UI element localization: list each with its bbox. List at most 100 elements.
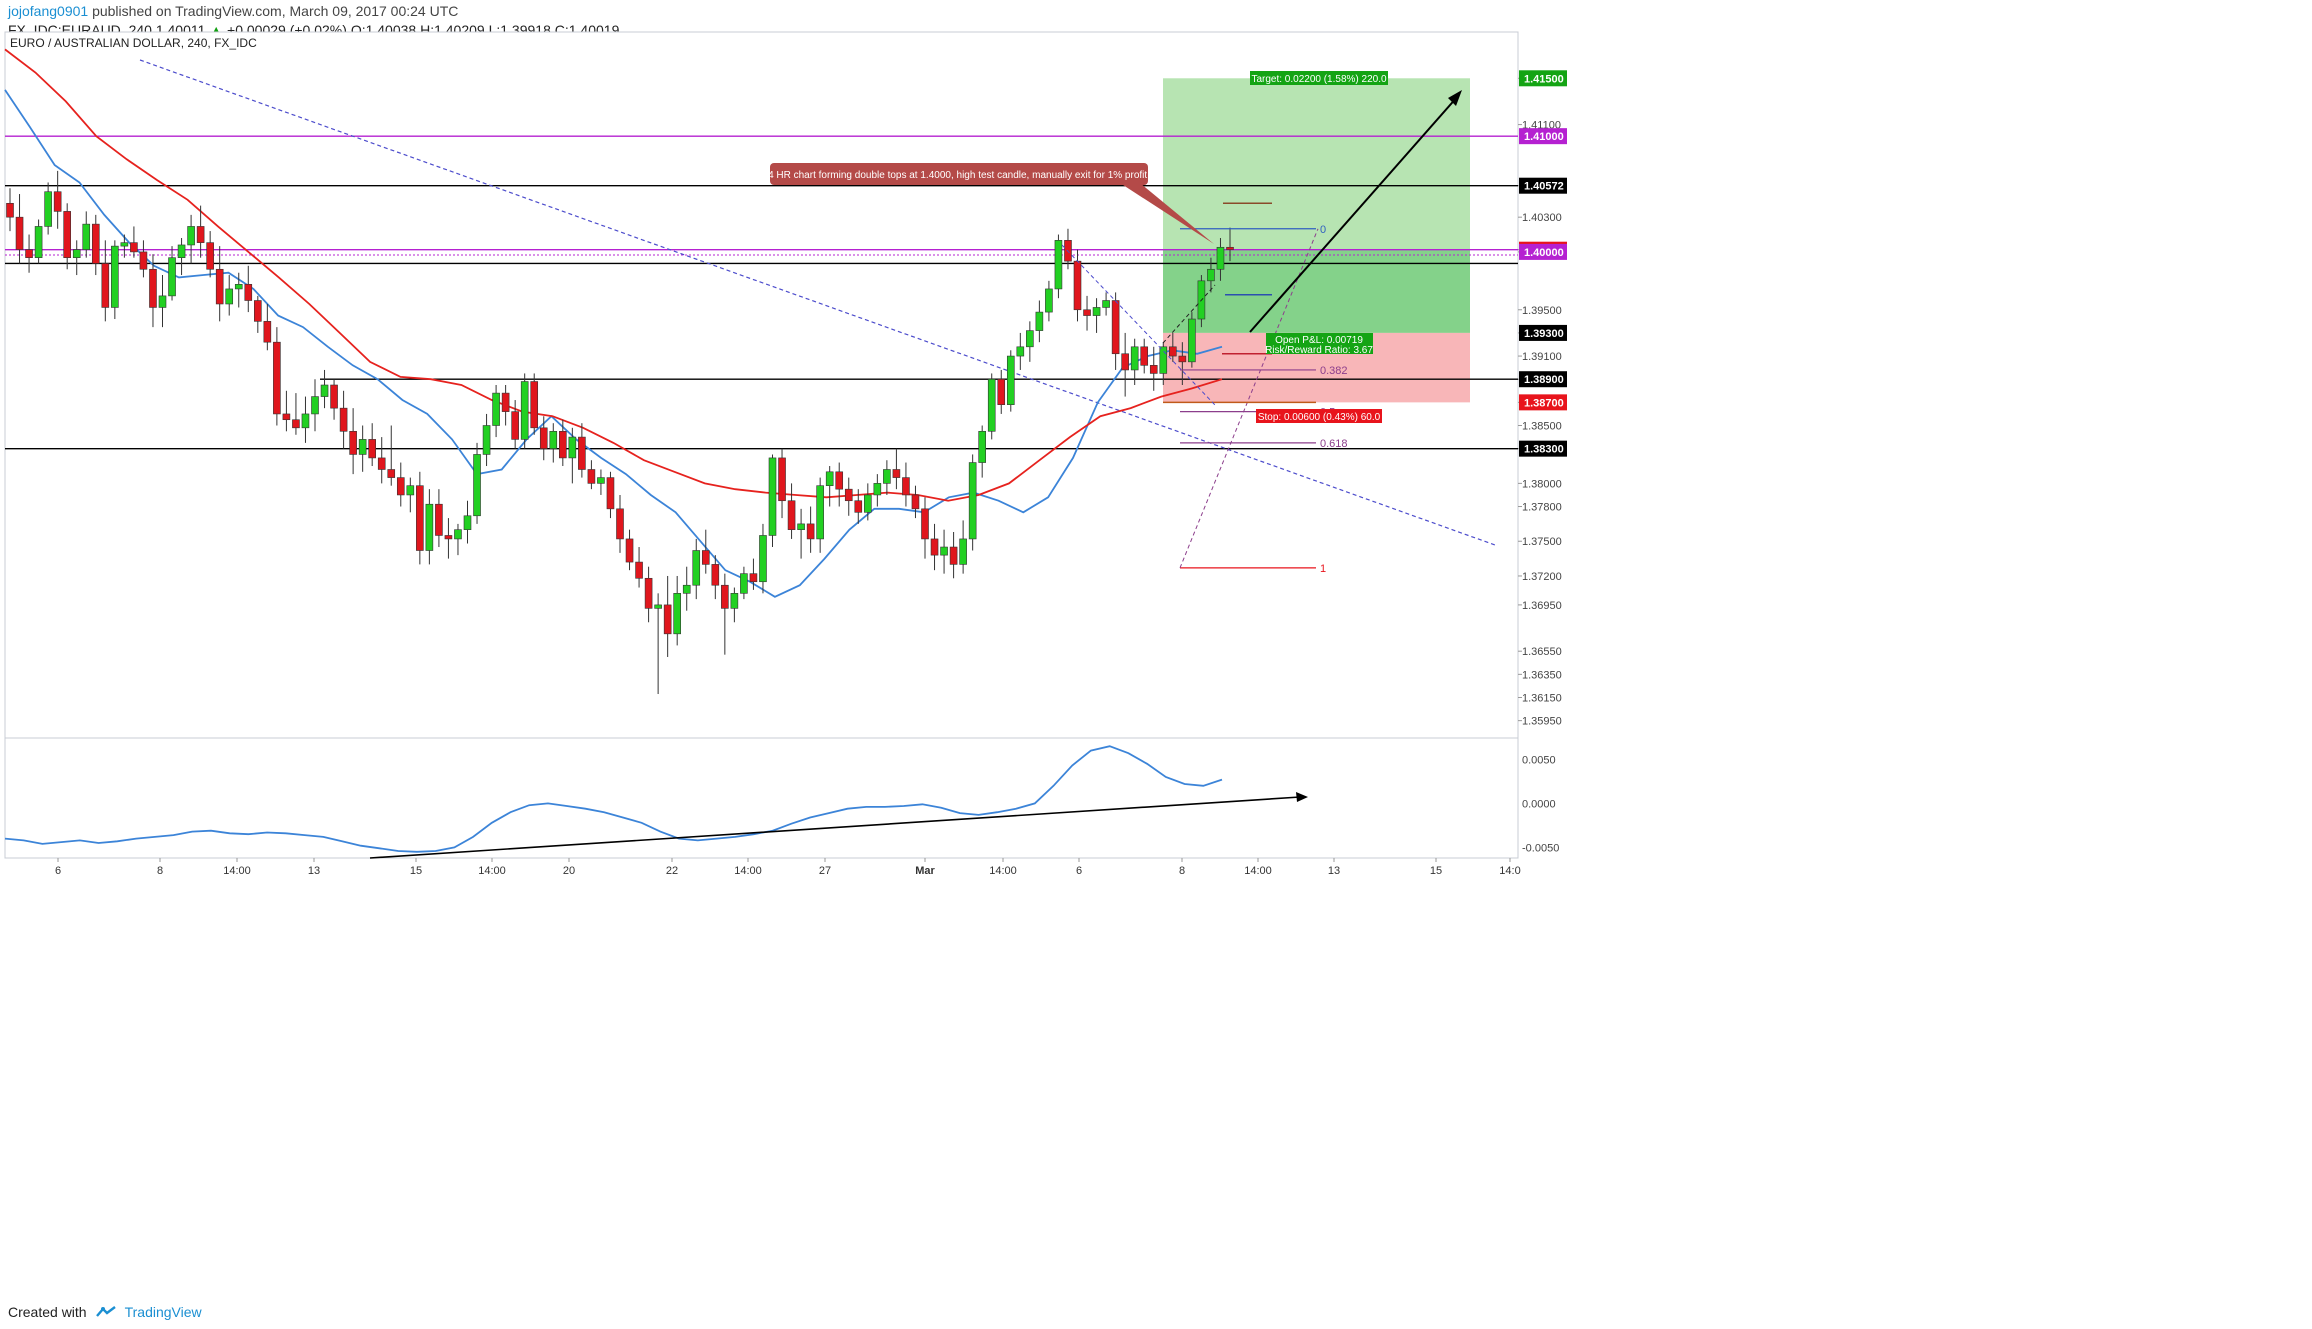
candle-body	[368, 439, 376, 459]
candle-body	[1054, 240, 1063, 290]
candle	[873, 474, 882, 507]
tradingview-logo-icon	[95, 1305, 117, 1319]
ema-red-line	[4, 48, 1223, 502]
price-badge-label: 1.40000	[1524, 247, 1564, 259]
candle	[396, 462, 405, 507]
candle	[930, 523, 939, 571]
candle	[1216, 238, 1225, 281]
candle-body	[1006, 355, 1015, 405]
candle-body	[492, 392, 500, 426]
candle-body	[787, 500, 796, 530]
ema-blue-line	[4, 89, 1223, 598]
candle	[806, 506, 815, 553]
candle-body	[778, 457, 786, 502]
price-badge-label: 1.38700	[1524, 397, 1564, 409]
oscillator-tick-label: 0.0050	[1522, 754, 1556, 766]
candle-body	[978, 430, 986, 463]
candle	[320, 369, 329, 409]
candle	[358, 425, 367, 472]
price-badge	[1519, 177, 1567, 194]
candle	[1159, 342, 1168, 385]
candle	[778, 448, 786, 519]
time-tick-label: 6	[55, 865, 61, 877]
price-badge-label: 1.41500	[1524, 73, 1564, 85]
time-tick-label: 20	[563, 865, 575, 877]
candle-body	[377, 457, 386, 470]
candle	[568, 427, 577, 484]
candle	[25, 234, 33, 273]
candle-body	[101, 263, 110, 308]
candle	[644, 566, 653, 623]
candle-body	[425, 503, 434, 551]
candle	[1035, 300, 1044, 343]
candle-body	[806, 523, 815, 540]
candle	[215, 246, 224, 322]
candle-body	[263, 321, 272, 343]
candle	[501, 385, 510, 426]
candle-body	[435, 503, 443, 536]
candle	[892, 448, 901, 490]
time-tick-label: 22	[666, 865, 678, 877]
candle-body	[520, 381, 529, 440]
candle-body	[959, 538, 967, 565]
candle-body	[63, 211, 71, 258]
price-tick-label: 1.39100	[1522, 351, 1562, 363]
candle	[311, 379, 319, 432]
candle-body	[130, 242, 138, 253]
price-badge-label: 1.40572	[1524, 181, 1564, 193]
candle	[1197, 275, 1206, 328]
candle	[940, 529, 948, 574]
candle-body	[597, 477, 605, 484]
candle-body	[473, 454, 481, 517]
price-badge-label: 1.41000	[1524, 131, 1564, 143]
time-tick-label: 6	[1076, 865, 1082, 877]
candle	[130, 226, 138, 258]
candle	[1140, 338, 1149, 374]
candle	[682, 566, 691, 611]
candle-body	[1083, 309, 1091, 316]
candle	[616, 494, 624, 553]
candle	[787, 483, 796, 539]
candle-body	[244, 284, 253, 301]
candle	[187, 214, 195, 264]
candle	[196, 205, 205, 258]
stop-label: Stop: 0.00600 (0.43%) 60.0	[1258, 412, 1381, 423]
candle-body	[349, 430, 357, 455]
candle	[435, 489, 443, 548]
time-tick-label: 13	[308, 865, 320, 877]
tradingview-brand[interactable]: TradingView	[124, 1304, 202, 1320]
callout-bg	[770, 163, 1148, 185]
candle-body	[997, 378, 1006, 405]
candle	[587, 460, 596, 490]
candle-body	[1130, 346, 1139, 371]
candle	[473, 442, 481, 524]
candle-body	[539, 427, 548, 449]
candle	[578, 423, 586, 478]
candle-body	[864, 494, 872, 513]
candle	[53, 170, 62, 229]
candle	[1006, 350, 1015, 412]
candle-body	[187, 226, 195, 246]
candle-body	[902, 477, 910, 496]
candle-body	[559, 430, 567, 459]
candle	[177, 238, 186, 276]
candle-body	[883, 469, 891, 484]
candle	[416, 471, 424, 565]
candle	[1207, 257, 1215, 293]
candle	[711, 555, 720, 600]
candle-body	[387, 469, 396, 478]
candle	[768, 454, 777, 548]
oscillator-arrow-head	[1296, 792, 1308, 802]
candle-body	[930, 538, 939, 556]
candle-body	[44, 191, 52, 227]
candle-body	[682, 584, 691, 594]
candle	[425, 489, 434, 565]
candle-body	[987, 378, 996, 432]
candle-body	[1121, 353, 1129, 371]
candle	[864, 483, 872, 521]
author-link[interactable]: jojofang0901	[8, 3, 89, 19]
fib-level-label: 1	[1320, 563, 1326, 575]
candle	[1016, 332, 1025, 370]
candle	[654, 593, 662, 695]
